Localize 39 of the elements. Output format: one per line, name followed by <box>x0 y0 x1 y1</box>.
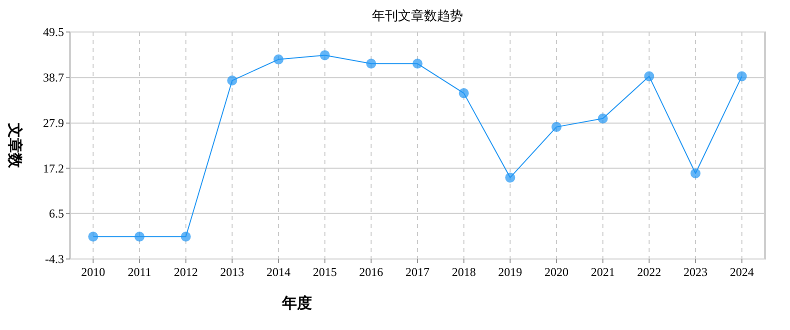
y-tick-label: 49.5 <box>43 25 64 39</box>
point <box>505 172 516 183</box>
point <box>320 50 330 60</box>
x-tick-label: 2018 <box>452 265 476 279</box>
x-tick-label: 2011 <box>128 265 152 279</box>
x-axis-title: 年度 <box>281 294 312 312</box>
point <box>690 168 700 178</box>
point <box>412 58 422 69</box>
x-tick-label: 2022 <box>637 265 662 279</box>
point <box>598 113 608 124</box>
x-tick-label: 2023 <box>684 265 708 279</box>
y-tick-label: -4.3 <box>45 252 64 266</box>
x-tick-label: 2019 <box>498 265 522 279</box>
y-axis-title: 文章数 <box>6 122 24 169</box>
x-tick-label: 2021 <box>590 265 615 279</box>
y-tick-label: 38.7 <box>43 70 64 85</box>
point <box>458 88 469 98</box>
x-tick-label: 2024 <box>730 265 754 279</box>
y-tick-label: 17.2 <box>43 161 64 176</box>
point <box>227 76 238 86</box>
y-tick-label: 27.9 <box>43 116 64 130</box>
x-tick-label: 2013 <box>220 265 244 279</box>
point <box>180 232 191 242</box>
point <box>552 122 562 132</box>
point <box>88 232 98 242</box>
x-tick-label: 2014 <box>266 265 290 279</box>
y-tick-label: 6.5 <box>49 206 64 220</box>
x-tick-label: 2020 <box>544 265 568 279</box>
point <box>644 71 654 82</box>
point <box>366 58 376 69</box>
point <box>134 232 144 242</box>
point <box>736 71 747 82</box>
x-tick-label: 2010 <box>81 265 106 279</box>
x-tick-label: 2012 <box>174 265 198 279</box>
point <box>274 54 284 64</box>
x-tick-label: 2017 <box>406 265 430 279</box>
x-tick-label: 2016 <box>359 265 384 279</box>
x-tick-label: 2015 <box>312 265 337 279</box>
chart-title: 年刊文章数趋势 <box>372 8 463 23</box>
